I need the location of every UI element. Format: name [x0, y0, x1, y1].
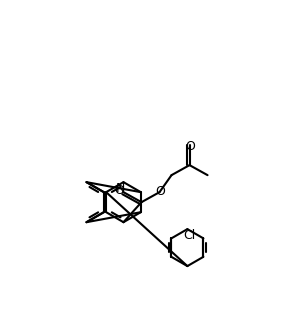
Text: O: O [115, 184, 125, 197]
Text: N: N [116, 182, 125, 195]
Text: Cl: Cl [183, 229, 195, 242]
Text: O: O [185, 140, 195, 153]
Text: O: O [155, 185, 165, 198]
